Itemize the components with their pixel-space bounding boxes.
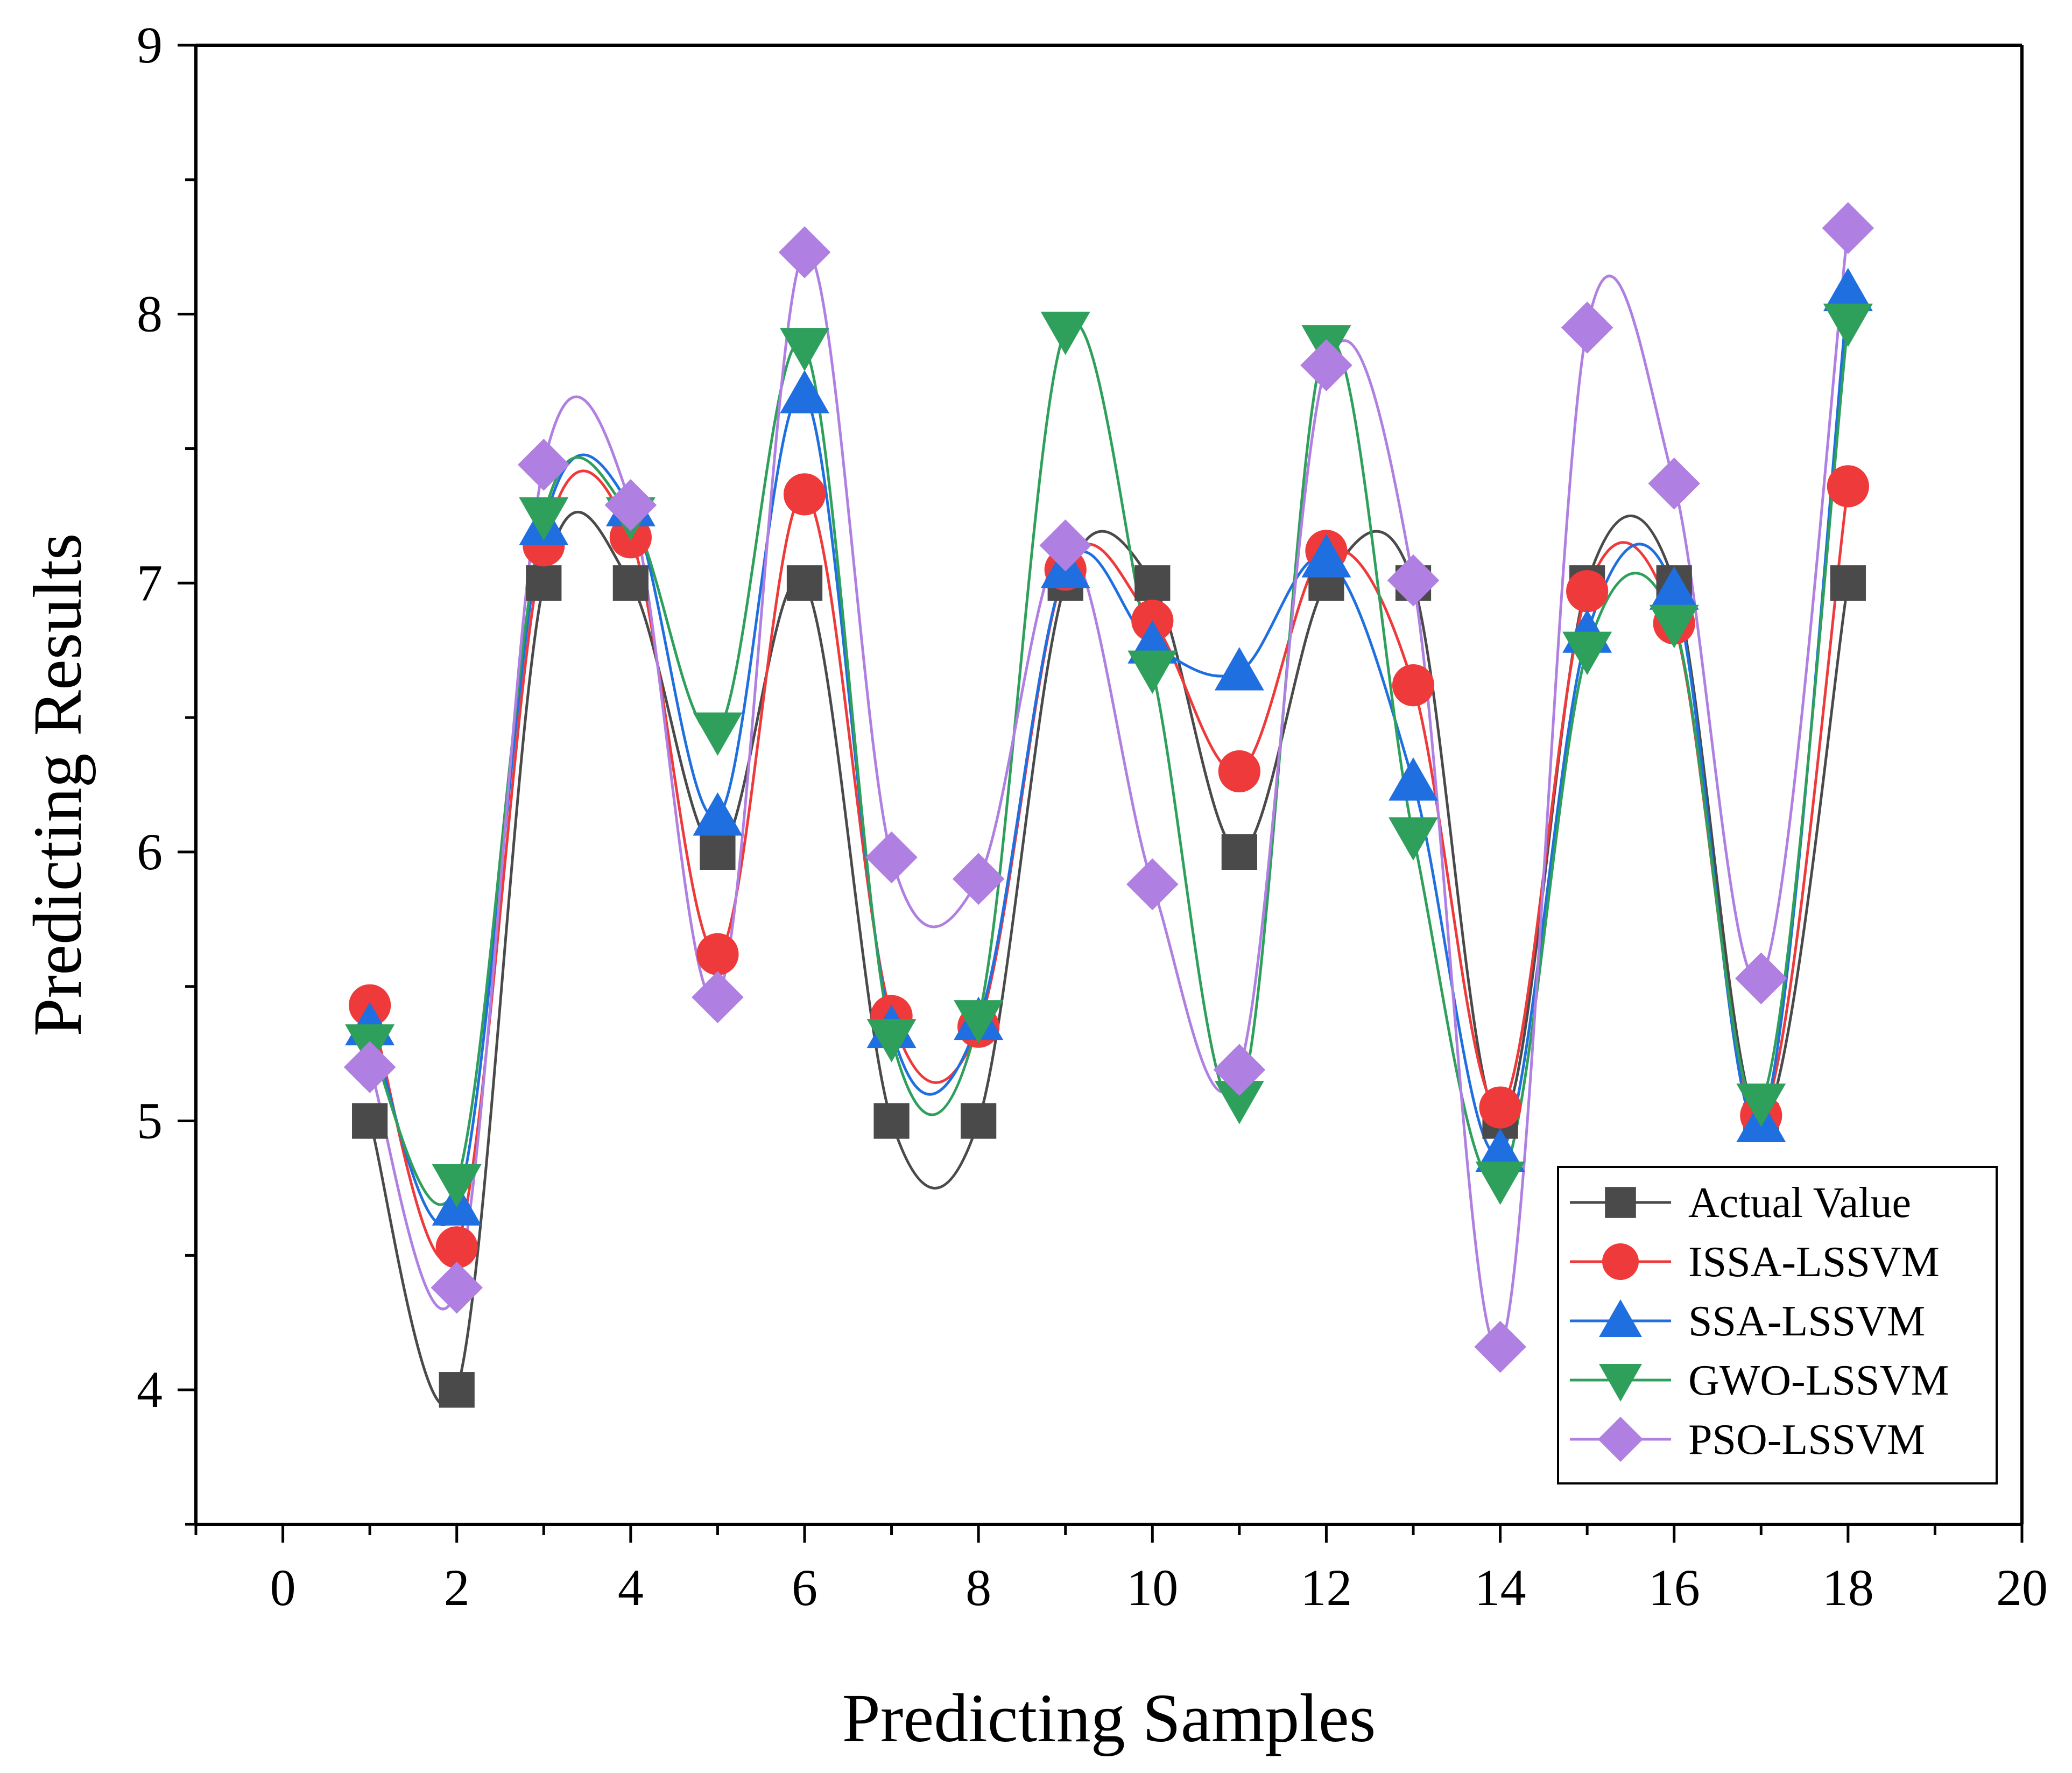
y-axis-title: Predicting Results (19, 533, 96, 1036)
series-layer (343, 202, 1874, 1408)
x-tick-label: 16 (1648, 1559, 1700, 1616)
x-tick-label: 14 (1475, 1559, 1526, 1616)
data-point (1134, 565, 1171, 601)
data-point (1387, 554, 1440, 607)
data-point (786, 565, 823, 601)
y-tick-label: 4 (137, 1361, 163, 1418)
data-point (519, 497, 569, 541)
data-point (873, 1103, 910, 1139)
data-point (1213, 1044, 1266, 1096)
series-line-0 (368, 511, 1850, 1408)
data-point (1389, 757, 1438, 801)
data-point (352, 1103, 388, 1139)
legend-label-3: GWO-LSSVM (1688, 1357, 1949, 1404)
x-tick-label: 18 (1822, 1559, 1874, 1616)
legend-label-4: PSO-LSSVM (1688, 1416, 1925, 1464)
legend: Actual Value ISSA-LSSVM SSA-LSSVM GWO-LSSVM… (1557, 1166, 1998, 1484)
series-line-1 (368, 469, 1850, 1262)
data-point (1566, 570, 1609, 613)
data-point (954, 1000, 1004, 1044)
data-point (435, 1226, 478, 1269)
legend-marker-1 (1602, 1243, 1639, 1280)
legend-marker-4 (1598, 1417, 1643, 1462)
data-point (1822, 202, 1874, 255)
data-point (1649, 604, 1699, 649)
x-tick-label: 20 (1996, 1559, 2048, 1616)
data-point (612, 565, 649, 601)
legend-marker-3 (1599, 1364, 1642, 1402)
y-tick-label: 5 (137, 1092, 163, 1150)
data-point (1389, 817, 1438, 861)
data-point (1221, 834, 1257, 870)
y-tick-label: 8 (137, 285, 163, 343)
data-point (1301, 534, 1351, 578)
data-point (1126, 858, 1179, 911)
legend-marker-0 (1605, 1187, 1636, 1218)
data-point (1127, 650, 1178, 694)
data-point (693, 792, 743, 836)
data-point (604, 479, 657, 531)
data-point (1040, 312, 1090, 355)
data-point (780, 328, 829, 371)
data-point (1827, 465, 1869, 508)
x-tick-label: 6 (792, 1559, 817, 1616)
data-point (343, 1041, 396, 1093)
data-point (1823, 268, 1873, 312)
y-tick-label: 9 (137, 16, 163, 74)
data-point (1736, 1084, 1786, 1127)
data-point (865, 831, 918, 884)
legend-label-2: SSA-LSSVM (1688, 1298, 1925, 1345)
data-point (700, 834, 736, 870)
data-point (1039, 519, 1092, 572)
data-point (432, 1164, 482, 1208)
legend-label-0: Actual Value (1688, 1179, 1911, 1227)
x-tick-label: 2 (444, 1559, 470, 1616)
data-point (1649, 566, 1699, 610)
data-point (961, 1103, 997, 1139)
data-point (866, 1019, 917, 1063)
x-tick-label: 10 (1126, 1559, 1178, 1616)
data-point (1735, 952, 1787, 1005)
data-point (1300, 339, 1352, 391)
data-point (1823, 304, 1873, 347)
data-point (783, 473, 826, 516)
data-point (1648, 458, 1701, 510)
data-point (1214, 1081, 1264, 1124)
legend-marker-2 (1599, 1299, 1642, 1337)
y-tick-label: 7 (137, 554, 163, 611)
data-point (692, 971, 744, 1024)
x-tick-label: 0 (270, 1559, 296, 1616)
data-point (1214, 647, 1264, 691)
data-point (1561, 301, 1613, 354)
data-point (1830, 565, 1866, 601)
data-point (1562, 631, 1612, 676)
y-tick-label: 6 (137, 823, 163, 881)
x-tick-label: 4 (618, 1559, 644, 1616)
data-point (693, 712, 743, 756)
series-line-3 (368, 321, 1850, 1206)
data-point (1479, 1086, 1521, 1129)
data-point (1392, 664, 1435, 707)
data-point (517, 439, 570, 491)
data-point (778, 226, 831, 279)
data-point (1475, 1128, 1525, 1172)
data-point (1474, 1320, 1526, 1373)
data-point (952, 853, 1005, 905)
axes: 0 2 4 6 8 10 12 14 16 18 20 4 5 6 7 8 9 Predicting Sample… (19, 16, 2048, 1756)
data-point (1475, 1161, 1525, 1205)
data-point (439, 1372, 475, 1408)
data-point (1218, 750, 1260, 793)
data-point (780, 370, 829, 414)
x-tick-label: 12 (1300, 1559, 1352, 1616)
data-point (431, 1262, 483, 1314)
x-tick-label: 8 (965, 1559, 991, 1616)
data-point (696, 933, 739, 975)
legend-label-1: ISSA-LSSVM (1688, 1239, 1940, 1286)
x-axis-title: Predicting Samples (842, 1680, 1376, 1756)
data-point (526, 565, 562, 601)
